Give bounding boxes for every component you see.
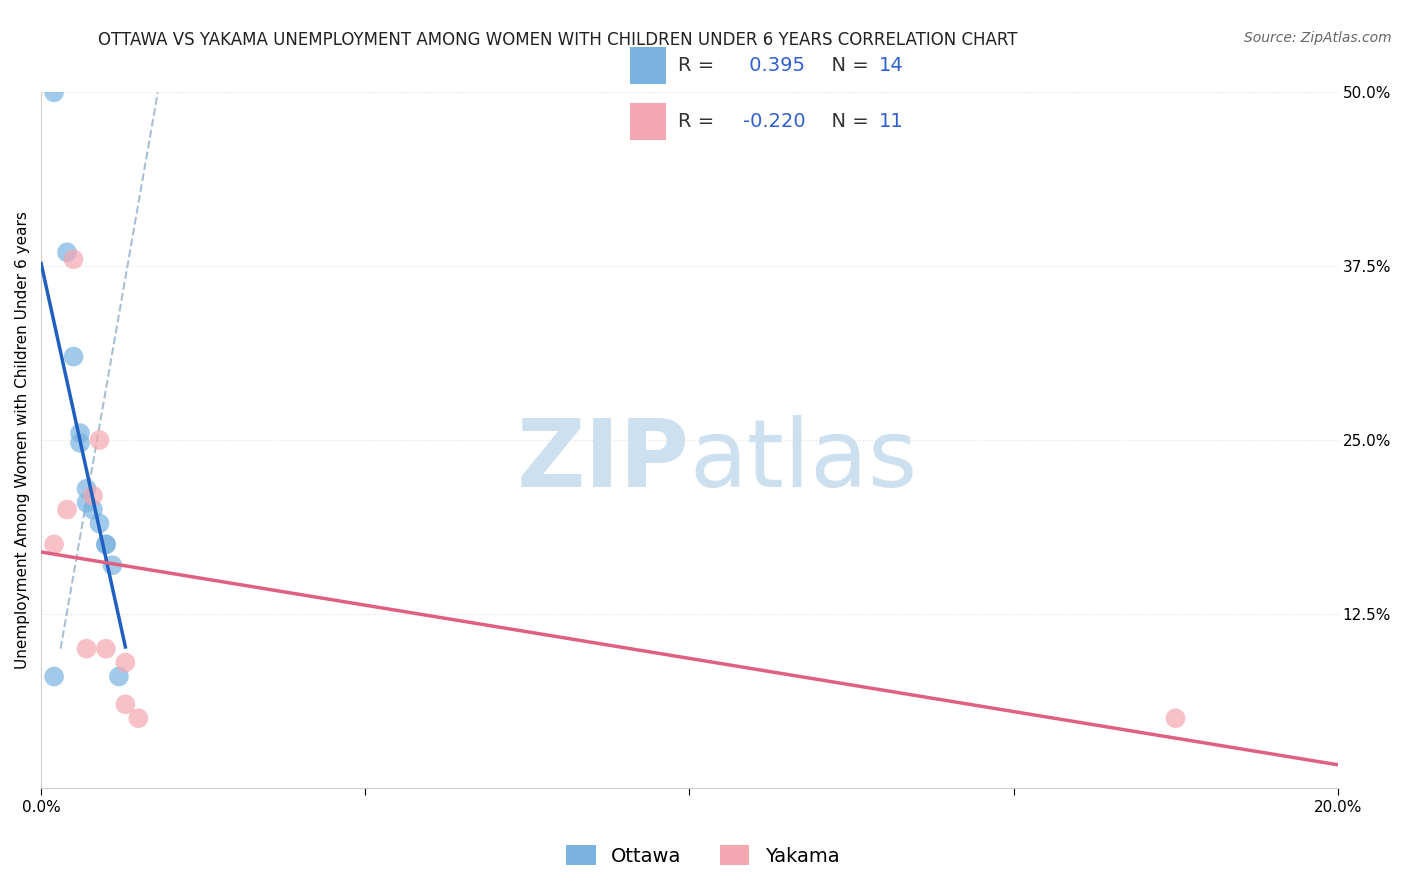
Point	[94, 537, 117, 551]
Point	[89, 516, 111, 531]
Text: 14: 14	[879, 56, 903, 75]
Point	[101, 558, 124, 573]
Text: N =: N =	[820, 112, 876, 131]
Bar	[630, 103, 666, 140]
Bar	[630, 47, 666, 85]
Point	[1164, 711, 1187, 725]
Point	[42, 669, 65, 683]
Point	[69, 435, 91, 450]
Point	[42, 537, 65, 551]
Text: R =: R =	[678, 56, 720, 75]
Text: -0.220: -0.220	[742, 112, 806, 131]
Point	[82, 502, 104, 516]
Point	[94, 537, 117, 551]
Legend: Ottawa, Yakama: Ottawa, Yakama	[558, 838, 848, 873]
Y-axis label: Unemployment Among Women with Children Under 6 years: Unemployment Among Women with Children U…	[15, 211, 30, 669]
Point	[42, 86, 65, 100]
Text: ZIP: ZIP	[516, 415, 689, 507]
Text: 11: 11	[879, 112, 903, 131]
Point	[76, 641, 98, 656]
Point	[94, 641, 117, 656]
Point	[76, 482, 98, 496]
Point	[82, 489, 104, 503]
Point	[56, 502, 79, 516]
Point	[127, 711, 149, 725]
Point	[114, 698, 136, 712]
Text: OTTAWA VS YAKAMA UNEMPLOYMENT AMONG WOMEN WITH CHILDREN UNDER 6 YEARS CORRELATIO: OTTAWA VS YAKAMA UNEMPLOYMENT AMONG WOME…	[98, 31, 1018, 49]
Point	[62, 252, 84, 267]
Point	[89, 433, 111, 447]
Text: atlas: atlas	[689, 415, 918, 507]
Text: R =: R =	[678, 112, 720, 131]
Text: Source: ZipAtlas.com: Source: ZipAtlas.com	[1244, 31, 1392, 45]
Point	[108, 669, 131, 683]
Point	[69, 426, 91, 441]
Text: 0.395: 0.395	[742, 56, 804, 75]
Text: N =: N =	[820, 56, 876, 75]
Point	[114, 656, 136, 670]
Point	[62, 350, 84, 364]
Point	[56, 245, 79, 260]
Point	[76, 496, 98, 510]
